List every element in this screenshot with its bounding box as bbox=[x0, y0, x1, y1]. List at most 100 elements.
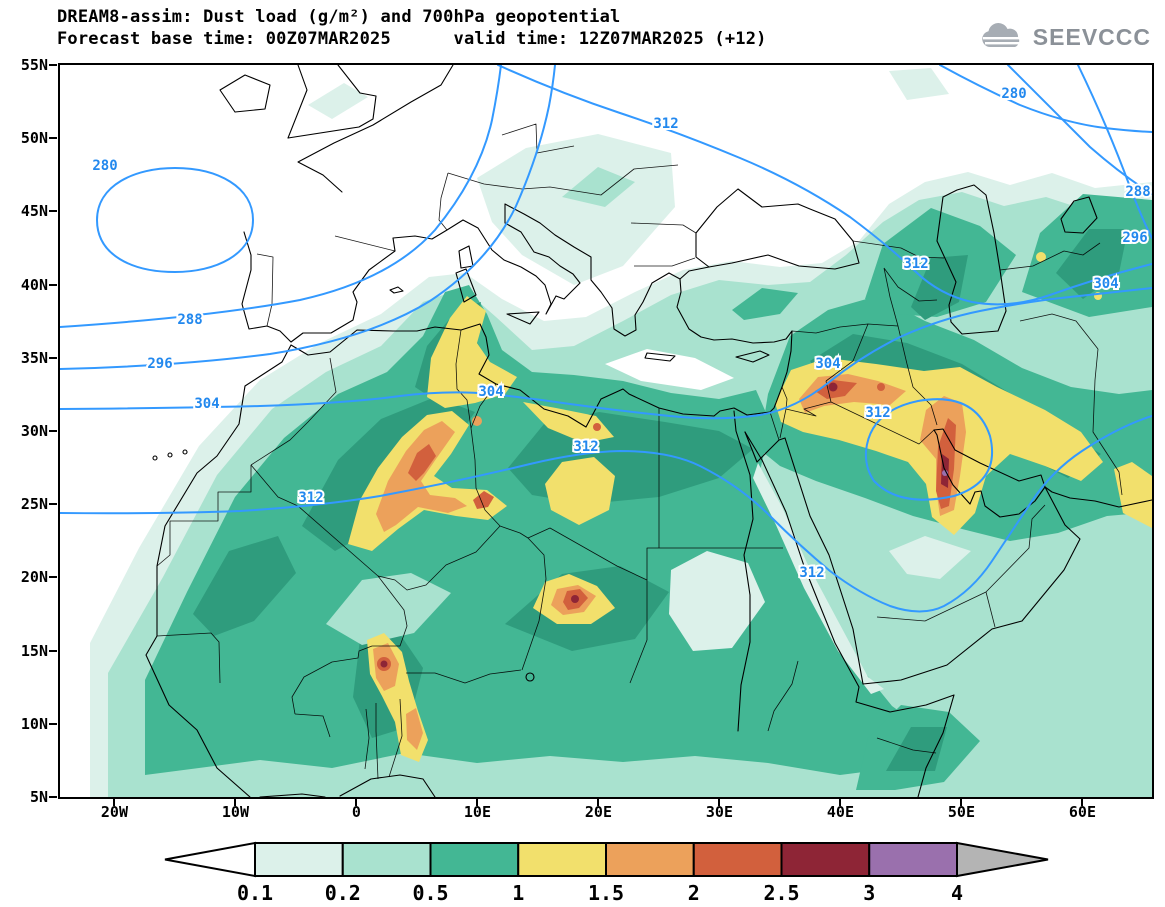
border-line bbox=[377, 525, 501, 591]
border-line bbox=[825, 323, 869, 382]
y-axis-tick bbox=[49, 356, 57, 359]
lake-chad bbox=[525, 672, 535, 682]
x-axis-tick bbox=[113, 799, 116, 806]
y-axis-label: 50N bbox=[20, 129, 48, 148]
colorbar-level-label: 2.5 bbox=[763, 881, 799, 905]
contour-280-east bbox=[939, 65, 1152, 133]
dust-area bbox=[593, 423, 601, 431]
dust-area bbox=[477, 134, 675, 285]
dust-area bbox=[732, 288, 798, 320]
island-crete bbox=[644, 352, 676, 362]
dust-area bbox=[1114, 462, 1152, 528]
dust-area bbox=[193, 536, 296, 636]
dust-area bbox=[380, 660, 388, 668]
contour-label: 304 bbox=[815, 356, 840, 372]
contour-296 bbox=[60, 65, 556, 370]
border-line bbox=[499, 525, 648, 581]
island-sardinia bbox=[455, 268, 477, 303]
page-title: DREAM8-assim: Dust load (g/m²) and 700hP… bbox=[57, 7, 621, 27]
dust-area bbox=[406, 708, 423, 750]
border-line bbox=[156, 632, 221, 684]
coast-red-sea-horn bbox=[744, 431, 955, 797]
colorbar-level-label: 4 bbox=[951, 881, 963, 905]
colorbar-segment bbox=[868, 842, 958, 877]
x-axis-label: 10E bbox=[463, 803, 491, 821]
contour-304 bbox=[60, 287, 1152, 420]
contour-312-closed bbox=[864, 398, 994, 501]
border-line bbox=[852, 240, 945, 327]
border-line bbox=[791, 323, 899, 334]
dust-area bbox=[605, 349, 734, 390]
y-axis-label: 35N bbox=[20, 348, 48, 367]
y-axis-tick bbox=[49, 722, 57, 725]
y-axis-tick bbox=[49, 503, 57, 506]
border-line bbox=[291, 575, 408, 715]
colorbar-level-label: 0.2 bbox=[325, 881, 361, 905]
forecast-map: 280 288 296 304 312 304 312 312 304 312 312 312 280 2… bbox=[60, 65, 1152, 797]
map-frame: 280 288 296 304 312 304 312 312 304 312 312 312 280 2… bbox=[58, 63, 1154, 799]
contour-label: 312 bbox=[865, 405, 890, 421]
colorbar-segment bbox=[692, 842, 783, 877]
border-line bbox=[250, 464, 379, 577]
border-line bbox=[629, 580, 648, 684]
border-line bbox=[406, 669, 522, 684]
border-line bbox=[455, 329, 472, 429]
border-line bbox=[767, 660, 799, 732]
border-line bbox=[876, 737, 937, 754]
y-axis-tick bbox=[49, 796, 57, 798]
dust-area bbox=[753, 463, 884, 694]
coast-gulf-of-guinea bbox=[259, 774, 436, 797]
colorbar-segment bbox=[605, 842, 695, 877]
contour-label: 304 bbox=[478, 384, 503, 400]
x-axis-label: 0 bbox=[351, 803, 361, 821]
contour-label: 312 bbox=[903, 256, 928, 272]
colorbar-segment bbox=[429, 842, 520, 877]
contour-label: 296 bbox=[1122, 230, 1147, 246]
border-line bbox=[769, 411, 780, 441]
forecast-times: Forecast base time: 00Z07MAR2025 valid t… bbox=[57, 29, 767, 49]
border-line bbox=[521, 537, 547, 671]
y-axis-tick bbox=[49, 137, 57, 140]
border-line bbox=[646, 408, 783, 580]
contour-label: 312 bbox=[573, 439, 598, 455]
dust-load-field bbox=[90, 68, 1152, 797]
cloud-icon bbox=[982, 23, 1021, 47]
dust-area bbox=[326, 573, 451, 645]
y-axis-tick bbox=[49, 283, 57, 286]
colorbar-underflow-arrow bbox=[164, 841, 256, 878]
y-axis-tick bbox=[49, 576, 57, 579]
dust-area bbox=[1056, 229, 1128, 299]
contour-296-east bbox=[1077, 65, 1152, 239]
x-axis-tick bbox=[476, 799, 479, 806]
canary-island bbox=[152, 455, 158, 461]
dust-area bbox=[889, 68, 949, 100]
border-line bbox=[470, 383, 497, 429]
contour-label: 312 bbox=[799, 565, 824, 581]
border-line bbox=[897, 325, 938, 426]
y-axis-label: 55N bbox=[20, 56, 48, 74]
colorbar-level-label: 3 bbox=[863, 881, 875, 905]
dust-area bbox=[145, 285, 931, 775]
coast-europe bbox=[241, 203, 710, 343]
dust-area bbox=[942, 470, 948, 476]
border-line bbox=[1019, 313, 1099, 350]
x-axis-label: 10W bbox=[221, 803, 249, 821]
dust-area bbox=[545, 457, 615, 525]
x-axis-tick bbox=[718, 799, 721, 806]
contour-288 bbox=[60, 65, 502, 328]
coast-black-sea bbox=[695, 188, 860, 270]
river-nile bbox=[733, 410, 754, 732]
y-axis-label: 10N bbox=[20, 714, 48, 733]
x-axis-label: 20E bbox=[584, 803, 612, 821]
contour-label: 304 bbox=[194, 396, 219, 412]
dust-area bbox=[427, 296, 517, 408]
island-corsica bbox=[458, 245, 474, 269]
dust-area bbox=[308, 83, 368, 119]
country-borders bbox=[156, 123, 1123, 780]
aral-sea bbox=[1060, 196, 1098, 234]
dust-area bbox=[408, 444, 436, 481]
contour-label: 288 bbox=[1125, 184, 1150, 200]
border-line bbox=[876, 504, 1046, 628]
x-axis-tick bbox=[960, 799, 963, 806]
